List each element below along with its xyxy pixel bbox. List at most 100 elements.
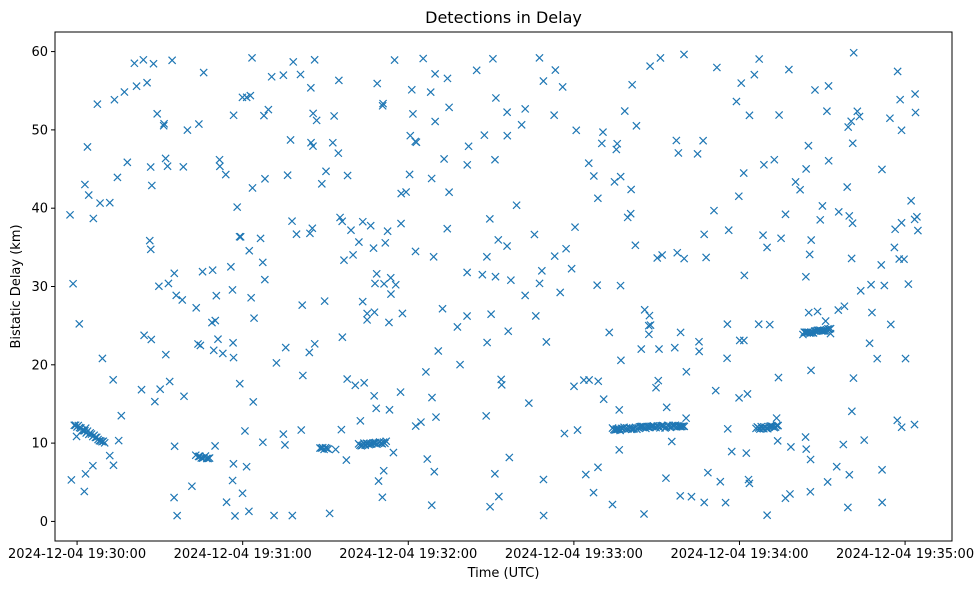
detection-point bbox=[849, 374, 858, 383]
detection-point bbox=[379, 466, 388, 475]
detection-point bbox=[560, 429, 569, 438]
detection-point bbox=[296, 70, 305, 79]
detection-point bbox=[772, 414, 781, 423]
detection-point bbox=[873, 354, 882, 363]
detection-point bbox=[631, 241, 640, 250]
detection-point bbox=[772, 421, 781, 430]
detection-point bbox=[198, 267, 207, 276]
detection-point bbox=[264, 105, 273, 114]
detection-point bbox=[558, 82, 567, 91]
detection-point bbox=[337, 425, 346, 434]
detection-point bbox=[338, 217, 347, 226]
x-tick-label: 2024-12-04 19:34:00 bbox=[670, 547, 808, 562]
detection-point bbox=[825, 325, 834, 334]
detection-point bbox=[325, 509, 334, 518]
detection-point bbox=[491, 93, 500, 102]
detection-point bbox=[431, 117, 440, 126]
detection-point bbox=[804, 308, 813, 317]
detection-point bbox=[488, 54, 497, 63]
detection-point bbox=[330, 111, 339, 120]
detection-point bbox=[363, 315, 372, 324]
detection-point bbox=[505, 453, 514, 462]
detection-point bbox=[486, 502, 495, 511]
detection-point bbox=[712, 63, 721, 72]
detection-point bbox=[818, 201, 827, 210]
detection-point bbox=[378, 101, 387, 110]
detection-point bbox=[855, 112, 864, 121]
x-axis-ticks: 2024-12-04 19:30:00 2024-12-04 19:31:00 20… bbox=[8, 541, 974, 562]
detection-point bbox=[483, 338, 492, 347]
detection-point bbox=[172, 291, 181, 300]
detection-point bbox=[644, 321, 653, 330]
detection-point bbox=[149, 59, 158, 68]
detection-point bbox=[396, 388, 405, 397]
detection-point bbox=[750, 70, 759, 79]
detection-point bbox=[360, 378, 369, 387]
detection-point bbox=[292, 230, 301, 239]
detection-point bbox=[801, 433, 810, 442]
detection-point bbox=[384, 318, 393, 327]
detection-point bbox=[739, 336, 748, 345]
detection-point bbox=[324, 445, 333, 454]
detection-point bbox=[147, 181, 156, 190]
detection-point bbox=[702, 253, 711, 262]
detection-point bbox=[249, 397, 258, 406]
detection-point bbox=[247, 293, 256, 302]
detection-point bbox=[67, 475, 76, 484]
detection-point bbox=[248, 53, 257, 62]
detection-point bbox=[419, 54, 428, 63]
detection-point bbox=[233, 203, 242, 212]
detection-point bbox=[267, 72, 276, 81]
detection-point bbox=[824, 156, 833, 165]
detection-point bbox=[763, 511, 772, 520]
detection-point bbox=[503, 108, 512, 117]
detection-point bbox=[372, 404, 381, 413]
detection-point bbox=[242, 462, 251, 471]
y-tick-label: 40 bbox=[31, 202, 48, 217]
detection-point bbox=[524, 399, 533, 408]
detection-point bbox=[317, 179, 326, 188]
detection-point bbox=[723, 424, 732, 433]
detection-point bbox=[381, 238, 390, 247]
y-tick-label: 0 bbox=[40, 515, 48, 530]
detection-point bbox=[589, 488, 598, 497]
detection-point bbox=[615, 445, 624, 454]
detection-point bbox=[349, 250, 358, 259]
detection-point bbox=[839, 440, 848, 449]
detection-point bbox=[774, 373, 783, 382]
detection-point bbox=[168, 56, 177, 65]
detection-point bbox=[427, 501, 436, 510]
detection-point bbox=[743, 389, 752, 398]
detection-point bbox=[535, 53, 544, 62]
detection-point bbox=[139, 55, 148, 64]
detection-point bbox=[338, 333, 347, 342]
detection-point bbox=[885, 114, 894, 123]
detection-point bbox=[110, 95, 119, 104]
detection-point bbox=[363, 309, 372, 318]
detection-point bbox=[156, 385, 165, 394]
detection-point bbox=[427, 174, 436, 183]
detection-point bbox=[235, 379, 244, 388]
detection-point bbox=[75, 319, 84, 328]
detection-point bbox=[822, 107, 831, 116]
detection-point bbox=[258, 258, 267, 267]
detection-point bbox=[179, 162, 188, 171]
detection-point bbox=[654, 376, 663, 385]
detection-point bbox=[298, 371, 307, 380]
detection-point bbox=[423, 454, 432, 464]
detection-point bbox=[491, 272, 500, 281]
detection-point bbox=[178, 295, 187, 304]
detection-point bbox=[258, 438, 267, 447]
detection-point bbox=[438, 304, 447, 313]
detection-point bbox=[226, 262, 235, 271]
detection-point bbox=[737, 79, 746, 88]
detection-point bbox=[196, 341, 205, 350]
detection-point bbox=[369, 244, 378, 253]
detection-point bbox=[652, 383, 661, 392]
detection-point bbox=[913, 226, 922, 235]
detection-point bbox=[658, 250, 667, 260]
detection-point bbox=[763, 243, 772, 252]
detection-point bbox=[204, 454, 213, 463]
detection-point bbox=[193, 339, 203, 348]
detection-point bbox=[673, 248, 682, 257]
